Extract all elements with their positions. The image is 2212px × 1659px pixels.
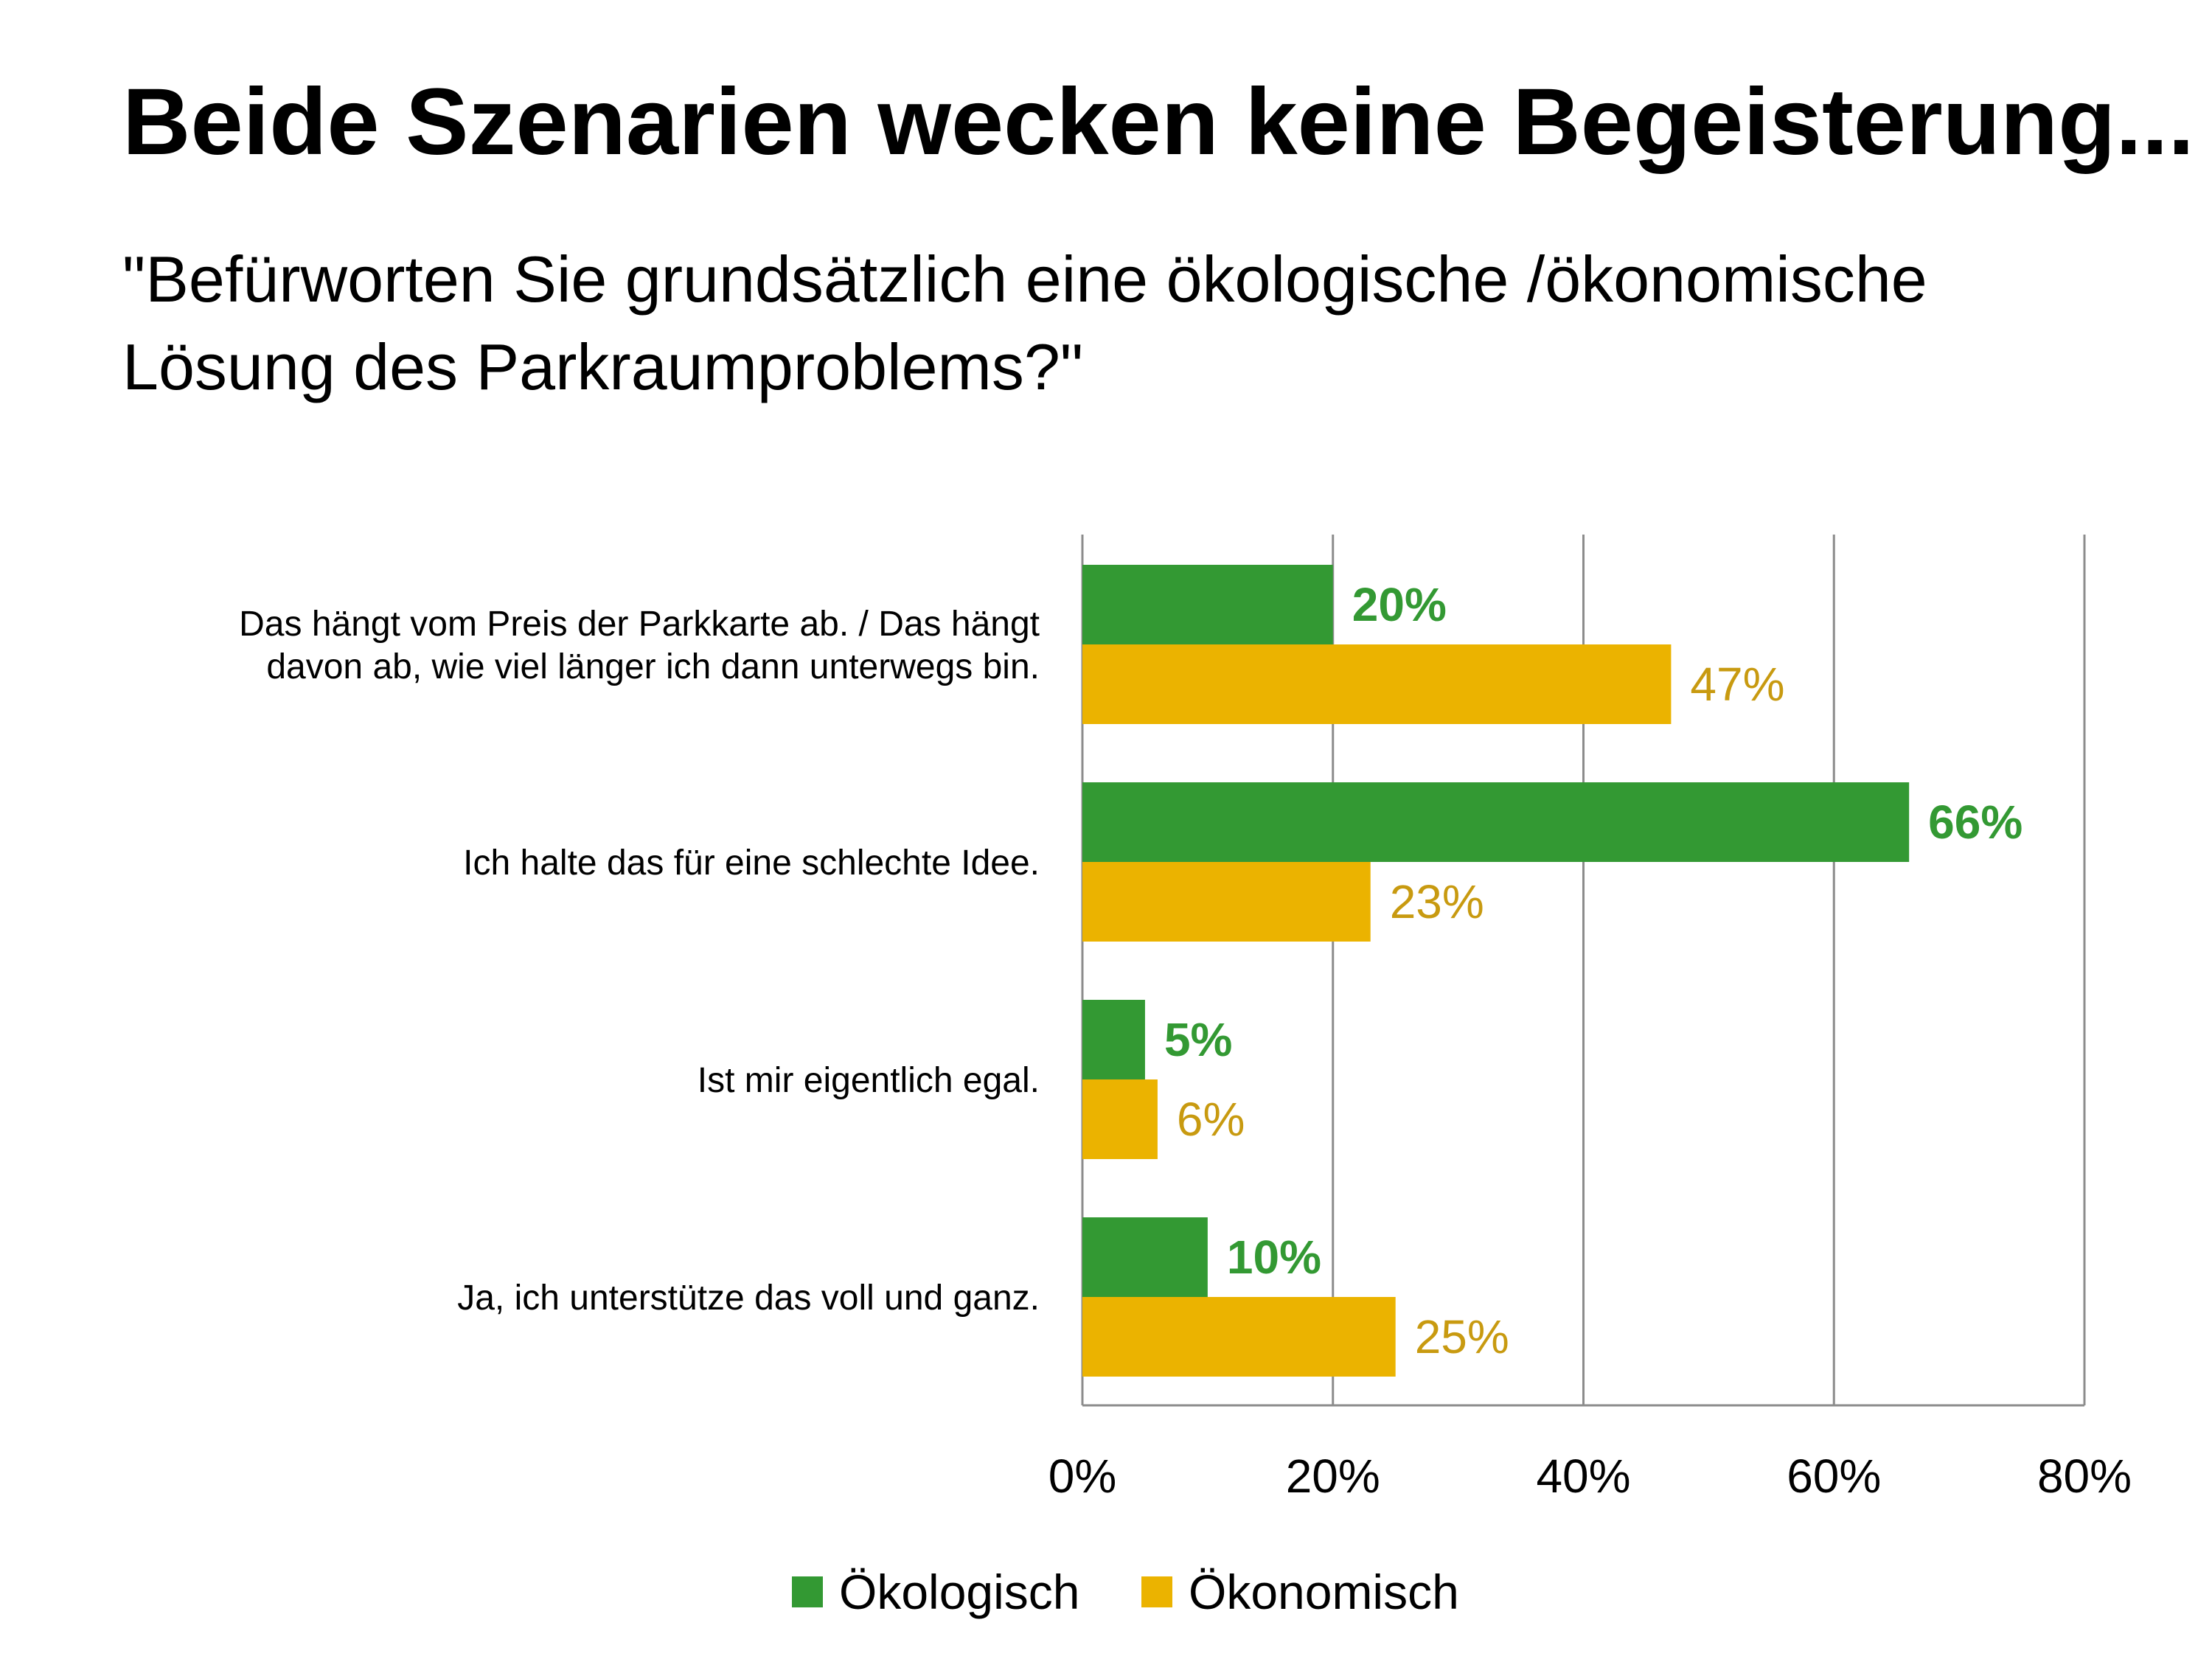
data-label-oekonomisch: 6% <box>1177 1093 1245 1146</box>
subtitle-line-1: "Befürworten Sie grundsätzlich eine ökol… <box>122 243 1927 316</box>
legend-label-oekologisch: Ökologisch <box>839 1565 1080 1619</box>
legend-swatch-oekologisch <box>792 1576 823 1607</box>
data-label-oekologisch: 5% <box>1164 1013 1233 1066</box>
x-tick-label: 0% <box>1048 1450 1117 1503</box>
legend-swatch-oekonomisch <box>1141 1576 1172 1607</box>
data-label-oekonomisch: 47% <box>1690 658 1784 711</box>
data-label-oekonomisch: 23% <box>1390 875 1484 928</box>
bar-oekonomisch <box>1082 644 1672 724</box>
bar-oekologisch <box>1082 782 1910 862</box>
bar-oekonomisch <box>1082 1297 1396 1377</box>
data-label-oekonomisch: 25% <box>1415 1310 1509 1363</box>
x-tick-label: 20% <box>1286 1450 1380 1503</box>
data-label-oekologisch: 10% <box>1227 1231 1321 1284</box>
category-label: davon ab, wie viel länger ich dann unter… <box>266 647 1040 686</box>
category-label: Ja, ich unterstütze das voll und ganz. <box>457 1279 1040 1318</box>
data-label-oekologisch: 66% <box>1928 796 2023 849</box>
legend-label-oekonomisch: Ökonomisch <box>1189 1565 1459 1619</box>
category-labels: Das hängt vom Preis der Parkkarte ab. / … <box>239 605 1040 1318</box>
slide-subtitle: "Befürworten Sie grundsätzlich eine ökol… <box>122 236 2113 411</box>
x-axis-ticks: 0% 20% 40% 60% 80% <box>1048 1450 2132 1503</box>
bar-oekologisch <box>1082 1000 1145 1079</box>
data-labels: 20% 47% 66% 23% 5% 6% 10% 25% <box>1164 578 2023 1363</box>
slide-title: Beide Szenarien wecken keine Begeisterun… <box>122 69 2194 175</box>
legend: Ökologisch Ökonomisch <box>792 1565 1459 1619</box>
bar-oekonomisch <box>1082 862 1371 942</box>
bars <box>1082 565 1910 1377</box>
category-label: Das hängt vom Preis der Parkkarte ab. / … <box>239 605 1040 644</box>
x-tick-label: 80% <box>2037 1450 2132 1503</box>
x-tick-label: 40% <box>1536 1450 1630 1503</box>
bar-oekologisch <box>1082 1217 1208 1297</box>
subtitle-line-2: Lösung des Parkraumproblems?" <box>122 330 1084 403</box>
bar-oekologisch <box>1082 565 1333 644</box>
category-label: Ich halte das für eine schlechte Idee. <box>463 844 1040 883</box>
data-label-oekologisch: 20% <box>1352 578 1447 631</box>
category-label: Ist mir eigentlich egal. <box>698 1061 1040 1100</box>
bar-oekonomisch <box>1082 1079 1158 1159</box>
x-tick-label: 60% <box>1787 1450 1881 1503</box>
